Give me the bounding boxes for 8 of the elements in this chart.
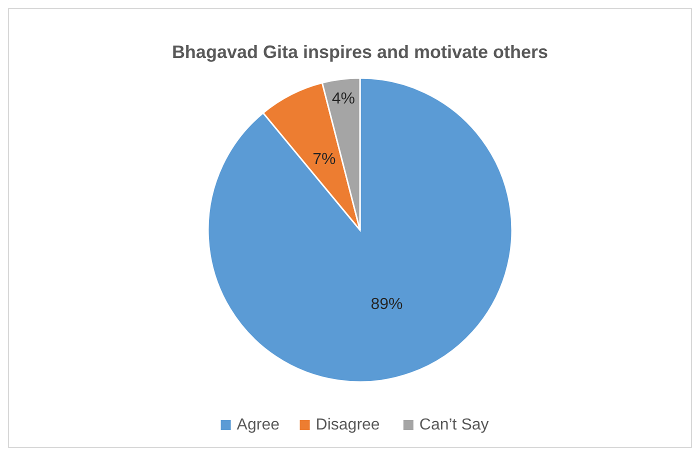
data-label: 89%: [370, 296, 403, 313]
pie-slice: [207, 77, 513, 383]
data-label: 4%: [332, 90, 355, 108]
legend-label: Disagree: [316, 416, 380, 434]
chart-title: Bhagavad Gita inspires and motivate others: [172, 42, 548, 62]
data-label: 7%: [312, 151, 336, 168]
legend-label: Can’t Say: [419, 416, 489, 434]
legend-label: Agree: [236, 416, 280, 434]
